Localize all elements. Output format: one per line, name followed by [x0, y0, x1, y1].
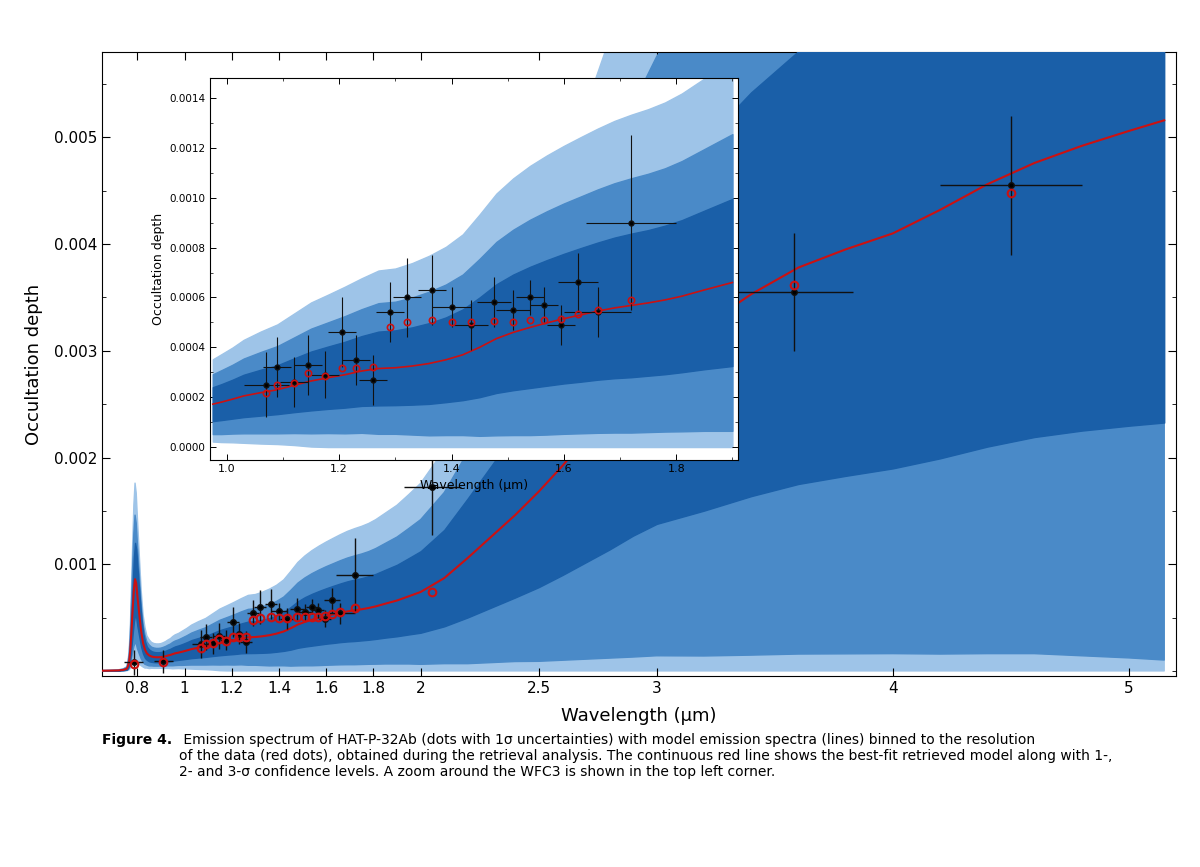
Y-axis label: Occultation depth: Occultation depth	[24, 284, 42, 445]
X-axis label: Wavelength (μm): Wavelength (μm)	[562, 707, 716, 725]
Text: Figure 4.: Figure 4.	[102, 733, 172, 746]
Text: Emission spectrum of HAT-P-32Ab (dots with 1σ uncertainties) with model emission: Emission spectrum of HAT-P-32Ab (dots wi…	[179, 733, 1112, 779]
X-axis label: Wavelength (μm): Wavelength (μm)	[420, 479, 528, 492]
Y-axis label: Occultation depth: Occultation depth	[152, 212, 164, 325]
